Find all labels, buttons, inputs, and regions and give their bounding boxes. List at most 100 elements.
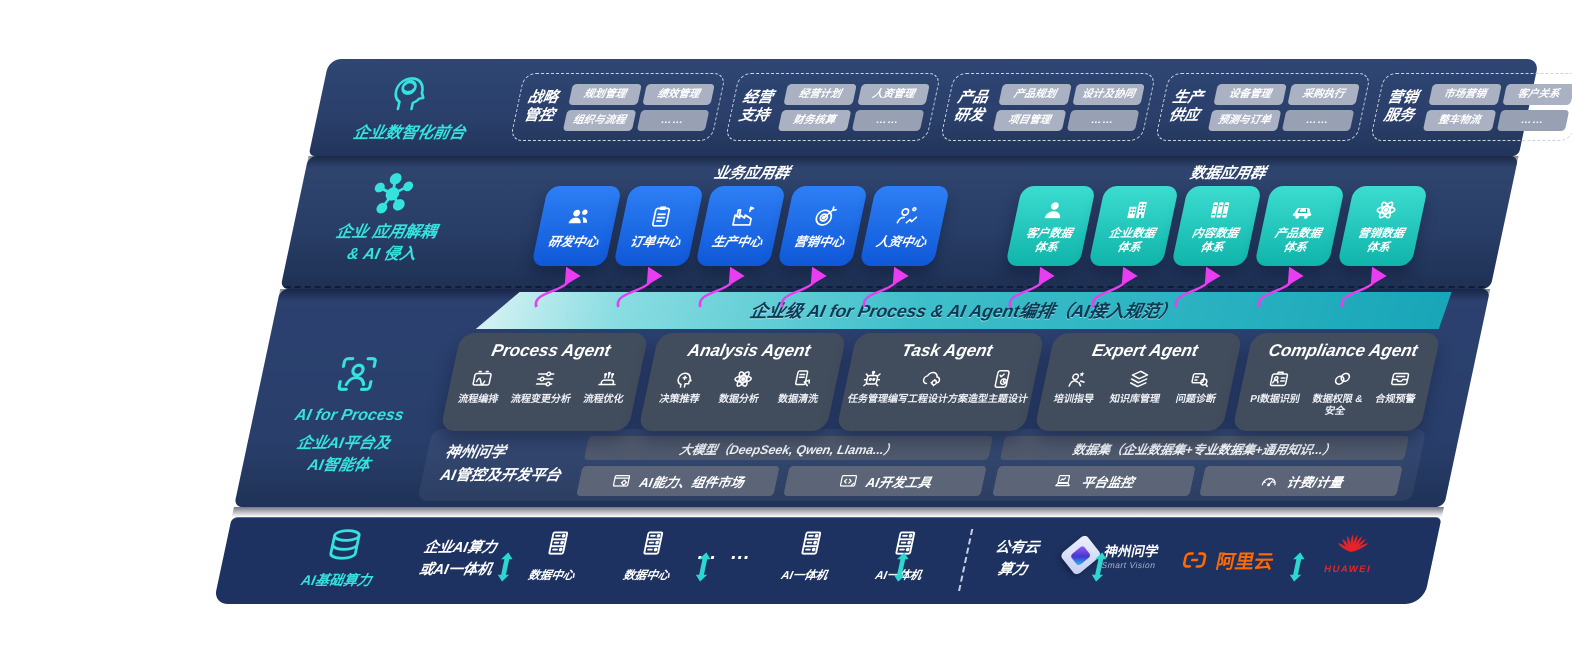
factory-icon <box>726 203 759 230</box>
layer-separator <box>231 507 1444 517</box>
window-code-icon <box>836 471 860 491</box>
inbox-icon <box>1385 367 1414 391</box>
front-chip: 财务核算 <box>777 109 851 131</box>
agent-capability: 造型主题设计 <box>966 367 1034 406</box>
public-cloud-label: 公有云 算力 <box>993 540 1041 578</box>
compute-node: 数据中心 <box>508 528 604 583</box>
agent-capability-label: 数据分析 <box>717 394 760 405</box>
front-chip: …… <box>1066 109 1140 131</box>
agent-capability: 数据清洗 <box>777 367 825 406</box>
huawei-logo: HUAWEI <box>1311 528 1391 575</box>
diagram-stack: 企业数智化前台 战略 管控 规划管理 绩效管理 组织与流程…… 经营 支持 经营计划 人资管理财… <box>213 55 1572 604</box>
front-group-title: 经营 支持 <box>737 89 775 124</box>
agent-capability-label: 数据权限 & 安全 <box>1311 394 1364 417</box>
agent-title: Process Agent <box>489 341 613 360</box>
teal-double-arrow <box>688 551 718 588</box>
agent-capability: 编写工程设计方案 <box>886 367 974 406</box>
agent-card: Task Agent 任务管理 编写工程设计方案 造型主题设计 <box>836 333 1045 431</box>
front-group-chips: 产品规划 设计及协同 项目管理…… <box>992 83 1145 131</box>
gauge-icon <box>1257 471 1281 491</box>
platform-slab: 神州问学 AI管控及开发平台 大模型（DeepSeek, Qwen, Llama.… <box>417 429 1427 501</box>
agent-capability: 合规预警 <box>1374 367 1422 406</box>
agent-title: Task Agent <box>899 341 995 360</box>
business-apps-title: 业务应用群 <box>712 165 792 182</box>
data-system-card: 企业数据 体系 <box>1088 186 1180 266</box>
agent-capability-label: 流程变更分析 <box>509 394 572 405</box>
layers-icon <box>1125 367 1154 391</box>
compute-node-label: AI一体机 <box>779 570 829 582</box>
application-layer-label: 企业 应用解耦 & AI 侵入 <box>334 224 439 263</box>
data-system-label: 企业数据 体系 <box>1107 227 1157 254</box>
business-app-label: 营销中心 <box>792 234 846 249</box>
compute-node: 数据中心 <box>603 528 699 583</box>
sliders-icon <box>531 367 560 391</box>
flow-icon <box>468 367 497 391</box>
agent-capability-label: 编写工程设计方案 <box>886 394 969 405</box>
front-office-layer: 企业数智化前台 战略 管控 规划管理 绩效管理 组织与流程…… 经营 支持 经营计划 人资管理财… <box>308 59 1572 156</box>
server-rack-icon <box>635 528 671 558</box>
agent-capability-label: 流程优化 <box>582 394 625 405</box>
agent-capability-label: 培训指导 <box>1052 394 1095 405</box>
clipboard-icon <box>644 203 677 230</box>
ai-devtools-bar: AI开发工具 <box>783 466 987 496</box>
front-chip: 人资管理 <box>856 83 930 105</box>
clean-icon <box>788 367 817 391</box>
teal-double-arrow <box>1084 551 1114 588</box>
network-icon <box>361 168 424 220</box>
data-system-card: 内容数据 体系 <box>1171 186 1263 266</box>
ai-platform-layer: AI for Process 企业AI平台及 AI智能体 Process Age… <box>233 289 1491 582</box>
business-app-card: 订单中心 <box>613 186 705 266</box>
front-group: 营销 服务 市场营销 客户关系 整车物流…… <box>1369 73 1572 141</box>
teal-double-arrow <box>490 551 520 588</box>
application-layer: 企业 应用解耦 & AI 侵入 业务应用群 数据应用群 研发中心 订单中心 生产中心 营… <box>280 156 1519 289</box>
platform-label: 神州问学 AI管控及开发平台 <box>438 444 563 484</box>
ai-platform-label: 企业AI平台及 <box>295 435 392 452</box>
front-groups: 战略 管控 规划管理 绩效管理 组织与流程…… 经营 支持 经营计划 人资管理 财务核算…… 产品研… <box>509 73 1572 141</box>
agent-title: Expert Agent <box>1090 341 1200 360</box>
business-app-card: 生产中心 <box>695 186 787 266</box>
business-app-label: 研发中心 <box>546 234 600 249</box>
business-app-label: 订单中心 <box>628 234 682 249</box>
business-app-label: 人资中心 <box>874 234 928 249</box>
metering-bar: 计费/计量 <box>1199 466 1403 496</box>
business-app-card: 研发中心 <box>531 186 623 266</box>
ai-orchestration-banner: 企业级 AI for Process & AI Agent编排（AI接入规范） <box>476 292 1452 329</box>
agent-capability: 知识库管理 <box>1108 367 1166 406</box>
front-chip: 产品规划 <box>998 83 1072 105</box>
agent-card: Analysis Agent 决策推荐 数据分析 数据清洗 <box>638 333 847 431</box>
huawei-flower-icon <box>1331 528 1375 564</box>
agent-capability: PI数据识别 <box>1249 367 1307 406</box>
front-office-label: 企业数智化前台 <box>351 125 468 142</box>
diagnose-icon <box>1186 367 1215 391</box>
robot-icon <box>858 367 887 391</box>
aliyun-logo: 阿里云 <box>1178 546 1277 574</box>
aliyun-brackets-icon <box>1178 546 1212 574</box>
agent-card: Expert Agent 培训指导 知识库管理 问题诊断 <box>1034 333 1243 431</box>
window-gear-icon <box>610 471 634 491</box>
front-chip: 整车物流 <box>1422 109 1496 131</box>
front-group-title: 营销 服务 <box>1382 89 1420 124</box>
content-icon <box>1204 197 1236 223</box>
team-icon <box>562 203 595 230</box>
ai-for-process-label: AI for Process <box>293 407 406 424</box>
data-system-card: 营销数据 体系 <box>1337 186 1429 266</box>
front-chip: 设备管理 <box>1213 83 1287 105</box>
idcard-icon <box>1265 367 1294 391</box>
laptop-icon <box>1052 471 1076 491</box>
agent-capability: 培训指导 <box>1052 367 1100 406</box>
front-chip: …… <box>1281 109 1355 131</box>
agent-capability-label: 决策推荐 <box>658 394 701 405</box>
front-chip: …… <box>1496 109 1570 131</box>
compute-node: AI一体机 <box>761 528 857 583</box>
customer-icon <box>1038 197 1070 223</box>
data-system-label: 客户数据 体系 <box>1024 227 1074 254</box>
agent-capability: 问题诊断 <box>1174 367 1222 406</box>
front-chip: 客户关系 <box>1501 83 1572 105</box>
front-chip: …… <box>851 109 925 131</box>
huawei-name: HUAWEI <box>1322 564 1373 575</box>
business-app-card: 营销中心 <box>777 186 869 266</box>
agent-capability: 流程优化 <box>582 367 630 406</box>
front-chip: 市场营销 <box>1428 83 1502 105</box>
